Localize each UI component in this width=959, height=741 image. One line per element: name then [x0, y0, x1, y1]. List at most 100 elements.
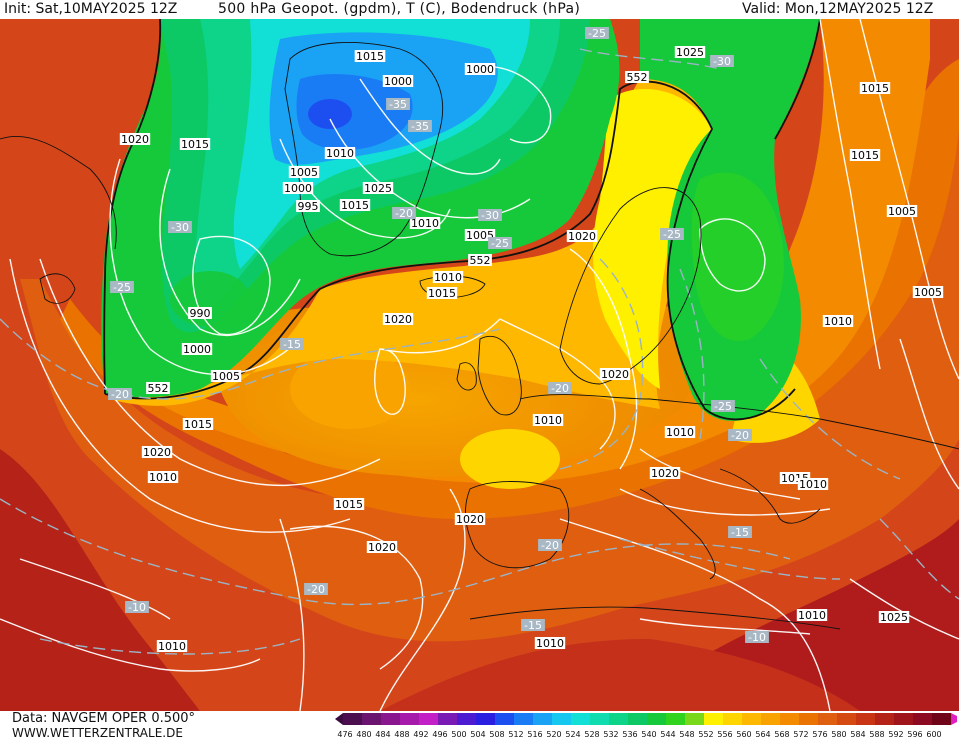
scale-value-label: 516: [527, 730, 542, 739]
svg-text:995: 995: [298, 200, 319, 213]
scale-value-label: 576: [812, 730, 827, 739]
scale-color-swatch: [419, 713, 438, 725]
scale-value-label: 580: [831, 730, 846, 739]
pressure-label: 1005: [464, 229, 496, 242]
temperature-label: -30: [168, 221, 192, 234]
temperature-label: -35: [408, 120, 432, 133]
scale-value-label: 496: [432, 730, 447, 739]
pressure-label: 1015: [849, 149, 881, 162]
cold-trough-east-inner: [691, 172, 784, 341]
svg-text:1010: 1010: [799, 478, 827, 491]
svg-text:1015: 1015: [184, 418, 212, 431]
svg-text:-15: -15: [731, 526, 749, 539]
scale-color-swatch: [609, 713, 628, 725]
pressure-label: 1020: [366, 541, 398, 554]
scale-color-swatch: [533, 713, 552, 725]
scale-color-swatch: [875, 713, 894, 725]
init-time-label: Init: Sat,10MAY2025 12Z: [4, 1, 178, 17]
pressure-label: 1015: [182, 418, 214, 431]
svg-text:1000: 1000: [466, 63, 494, 76]
scale-color-swatch: [457, 713, 476, 725]
hot-southwest-zone: [0, 449, 200, 711]
scale-arrow-left: [335, 713, 343, 725]
scale-value-label: 568: [774, 730, 789, 739]
pressure-label: 1005: [912, 286, 944, 299]
scale-value-label: 504: [470, 730, 485, 739]
temperature-label: -20: [728, 429, 752, 442]
svg-text:552: 552: [627, 71, 648, 84]
scale-value-label: 596: [907, 730, 922, 739]
svg-text:-35: -35: [411, 120, 429, 133]
temperature-label: -35: [386, 98, 410, 111]
scale-color-swatch: [856, 713, 875, 725]
svg-text:1020: 1020: [143, 446, 171, 459]
temperature-label: -20: [392, 207, 416, 220]
geopotential-label: 552: [146, 382, 170, 395]
cold-core-blue: [296, 74, 413, 151]
pressure-label: 990: [188, 307, 212, 320]
map-title: 500 hPa Geopot. (gpdm), T (C), Bodendruc…: [218, 1, 581, 17]
scale-value-label: 488: [394, 730, 409, 739]
svg-text:1020: 1020: [368, 541, 396, 554]
svg-text:1025: 1025: [364, 182, 392, 195]
pressure-label: 1005: [886, 205, 918, 218]
svg-text:-20: -20: [731, 429, 749, 442]
temperature-label: -25: [711, 400, 735, 413]
scale-color-swatch: [913, 713, 932, 725]
pressure-label: 1010: [324, 147, 356, 160]
temperature-label: -25: [110, 281, 134, 294]
scale-color-swatch: [799, 713, 818, 725]
scale-value-label: 572: [793, 730, 808, 739]
svg-text:552: 552: [148, 382, 169, 395]
scale-value-label: 520: [546, 730, 561, 739]
svg-text:1015: 1015: [341, 199, 369, 212]
scale-color-swatch: [362, 713, 381, 725]
pressure-label: 1010: [822, 315, 854, 328]
scandinavia-coast: [559, 187, 702, 385]
scale-value-label: 500: [451, 730, 466, 739]
pressure-label: 1015: [339, 199, 371, 212]
scale-color-swatch: [932, 713, 951, 725]
scale-value-label: 532: [603, 730, 618, 739]
temperature-label: -15: [728, 526, 752, 539]
svg-text:1020: 1020: [456, 513, 484, 526]
scale-color-swatch: [723, 713, 742, 725]
britain-coast: [477, 336, 522, 416]
pressure-label: 1010: [796, 609, 828, 622]
scale-value-label: 544: [660, 730, 675, 739]
scale-color-swatch: [438, 713, 457, 725]
pressure-label: 1015: [859, 82, 891, 95]
svg-text:-30: -30: [481, 209, 499, 222]
scale-value-label: 484: [375, 730, 390, 739]
weather-map: 1015 1020 1000 1025 1015 1015 1010 1020 1015 1005…: [0, 19, 959, 711]
scale-value-label: 560: [736, 730, 751, 739]
scale-value-label: 476: [337, 730, 352, 739]
svg-text:1015: 1015: [181, 138, 209, 151]
geopotential-552-contour: [104, 80, 796, 421]
pressure-label: 1010: [432, 271, 464, 284]
svg-text:-25: -25: [588, 27, 606, 40]
scale-color-swatch: [685, 713, 704, 725]
svg-text:1005: 1005: [290, 166, 318, 179]
svg-text:1010: 1010: [326, 147, 354, 160]
svg-text:1010: 1010: [411, 217, 439, 230]
hot-north-africa-zone: [380, 639, 860, 711]
bright-yellow-band: [593, 89, 712, 389]
svg-text:-10: -10: [748, 631, 766, 644]
svg-text:-25: -25: [113, 281, 131, 294]
geopotential-label: 552: [625, 71, 649, 84]
pressure-label: 1015: [354, 50, 386, 63]
scale-color-swatch: [514, 713, 533, 725]
pressure-label: 1010: [156, 640, 188, 653]
geopotential-labels: 552 552 552: [146, 71, 649, 395]
svg-text:1015: 1015: [335, 498, 363, 511]
scale-value-label: 548: [679, 730, 694, 739]
geopotential-552-contour-north: [103, 19, 162, 395]
svg-text:-25: -25: [491, 237, 509, 250]
svg-text:1005: 1005: [466, 229, 494, 242]
ireland-coast: [456, 362, 477, 391]
scale-color-swatch: [628, 713, 647, 725]
scale-color-swatch: [400, 713, 419, 725]
pressure-label: 1010: [534, 637, 566, 650]
pressure-label: 1020: [649, 467, 681, 480]
